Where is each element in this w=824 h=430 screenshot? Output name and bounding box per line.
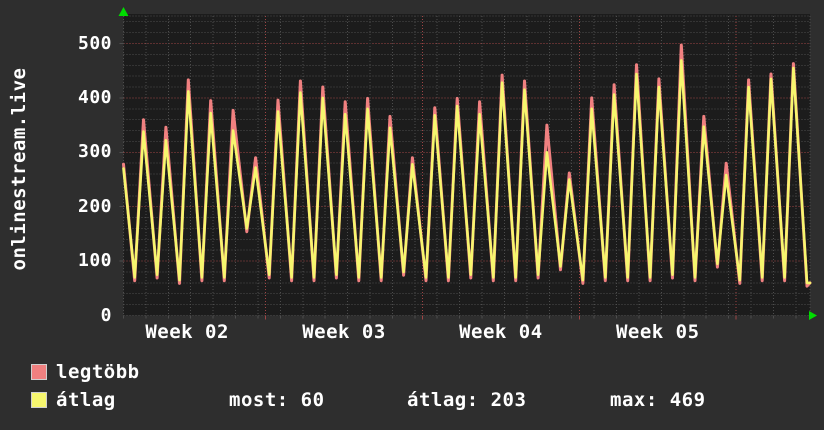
legend-swatch-atlag bbox=[31, 392, 47, 408]
y-tick-label-0: 0 bbox=[100, 304, 112, 326]
x-tick-label-week-02: Week 02 bbox=[145, 321, 229, 343]
stat-atlag: átlag: 203 bbox=[407, 389, 527, 411]
y-axis-arrow-icon bbox=[118, 7, 129, 16]
y-tick-label-400: 400 bbox=[77, 86, 112, 108]
x-tick-label-week-05: Week 05 bbox=[615, 321, 700, 343]
legend-swatch-legtobb bbox=[31, 364, 47, 380]
x-axis-arrow-icon bbox=[809, 311, 817, 320]
stat-max: max: 469 bbox=[610, 389, 706, 411]
x-tick-label-week-03: Week 03 bbox=[302, 321, 386, 343]
vertical-axis-title: onlinestream.live bbox=[8, 67, 30, 271]
x-tick-label-week-04: Week 04 bbox=[459, 321, 543, 343]
y-tick-label-300: 300 bbox=[77, 141, 112, 163]
legend-label-legtobb: legtöbb bbox=[56, 361, 140, 383]
series-atlag-line bbox=[122, 59, 812, 285]
y-tick-label-200: 200 bbox=[77, 195, 112, 217]
stat-most: most: 60 bbox=[229, 389, 325, 411]
y-tick-label-500: 500 bbox=[77, 32, 112, 54]
legend-label-atlag: átlag bbox=[56, 389, 116, 411]
y-tick-label-100: 100 bbox=[77, 250, 112, 272]
